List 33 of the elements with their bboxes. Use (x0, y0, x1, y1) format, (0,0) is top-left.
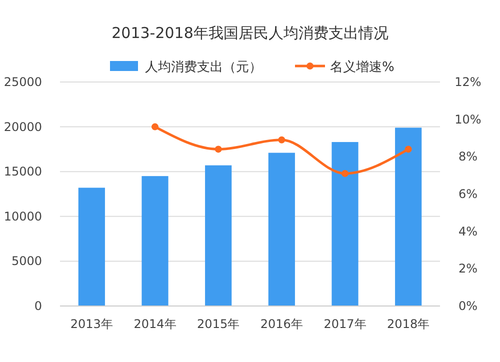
x-tick-label: 2014年 (134, 317, 176, 331)
y2-tick-label: 10% (454, 112, 482, 126)
point (404, 146, 412, 153)
y-tick-label: 10000 (4, 209, 42, 224)
x-tick-label: 2017年 (324, 317, 366, 331)
y2-tick-label: 0% (458, 299, 478, 313)
point (278, 136, 286, 144)
bar (395, 128, 422, 306)
point (342, 170, 348, 177)
bar (142, 176, 168, 306)
y-tick-label: 15000 (4, 164, 42, 179)
y-tick-label: 25000 (4, 75, 42, 89)
x-tick-label: 2015年 (197, 317, 240, 331)
y2-tick-label: 2% (458, 262, 478, 276)
chart-title: 2013-2018年我国居民人均消费支出情况 (112, 24, 388, 42)
y2-tick-label: 4% (458, 224, 478, 238)
x-tick-label: 2018年 (387, 317, 430, 331)
legend-label: 人均消费支出（元） (145, 60, 262, 75)
x-tick-label: 2016年 (260, 317, 303, 331)
bar (268, 152, 295, 306)
y2-tick-label: 8% (458, 150, 478, 164)
point (214, 146, 222, 153)
y-tick-label: 0 (34, 299, 42, 313)
point (152, 123, 158, 130)
y-tick-label: 5000 (11, 254, 42, 268)
y2-tick-label: 6% (458, 187, 478, 201)
x-tick-label: 2013年 (70, 317, 113, 331)
y-tick-label: 20000 (4, 120, 42, 134)
bar (205, 165, 232, 306)
legend-label: 名义增速% (330, 60, 394, 75)
bar (332, 142, 358, 306)
y2-tick-label: 12% (454, 75, 482, 89)
bar (78, 188, 105, 306)
